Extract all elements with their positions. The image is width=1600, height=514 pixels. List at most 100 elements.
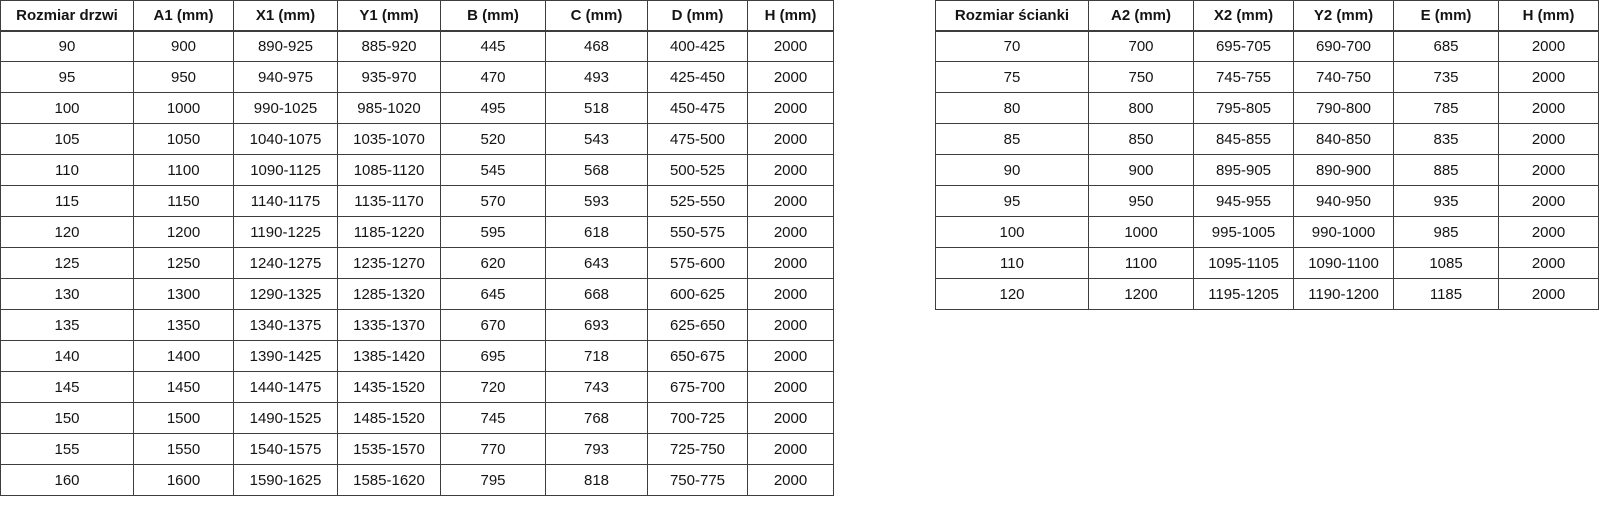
table-cell: 745	[440, 402, 546, 434]
table-cell: 1195-1205	[1193, 278, 1294, 310]
table-cell: 1185	[1393, 278, 1499, 310]
table-cell: 900	[133, 30, 234, 62]
header-cell: A2 (mm)	[1088, 0, 1194, 32]
table-row: 135 1350 1340-1375 1335-1370 670 693 625-650 20…	[0, 309, 834, 341]
table-cell: 575-600	[647, 247, 748, 279]
header-row: Rozmiar drzwi A1 (mm) X1 (mm) Y1 (mm) B (mm)…	[0, 0, 834, 32]
table-cell: 940-950	[1293, 185, 1394, 217]
table-cell: 1285-1320	[337, 278, 441, 310]
header-cell: A1 (mm)	[133, 0, 234, 32]
table-cell: 1085	[1393, 247, 1499, 279]
table-cell: 1450	[133, 371, 234, 403]
table-row: 80 800 795-805 790-800 785 2000	[935, 92, 1599, 124]
table-cell: 115	[0, 185, 134, 217]
table-cell: 743	[545, 371, 648, 403]
table-cell: 735	[1393, 61, 1499, 93]
table-cell: 1540-1575	[233, 433, 338, 465]
table-cell: 950	[1088, 185, 1194, 217]
table-cell: 150	[0, 402, 134, 434]
table-cell: 840-850	[1293, 123, 1394, 155]
table-cell: 700-725	[647, 402, 748, 434]
table-cell: 1035-1070	[337, 123, 441, 155]
table-cell: 2000	[1498, 61, 1599, 93]
table-row: 95 950 945-955 940-950 935 2000	[935, 185, 1599, 217]
table-cell: 668	[545, 278, 648, 310]
table-cell: 890-925	[233, 30, 338, 62]
table-cell: 125	[0, 247, 134, 279]
header-cell: Rozmiar drzwi	[0, 0, 134, 32]
table-cell: 990-1000	[1293, 216, 1394, 248]
table-row: 110 1100 1095-1105 1090-1100 1085 2000	[935, 247, 1599, 279]
table-cell: 593	[545, 185, 648, 217]
table-cell: 745-755	[1193, 61, 1294, 93]
table-cell: 1050	[133, 123, 234, 155]
table-cell: 685	[1393, 30, 1499, 62]
table-cell: 1435-1520	[337, 371, 441, 403]
table-cell: 2000	[1498, 123, 1599, 155]
table-cell: 105	[0, 123, 134, 155]
table-cell: 2000	[1498, 92, 1599, 124]
header-cell: B (mm)	[440, 0, 546, 32]
table-row: 105 1050 1040-1075 1035-1070 520 543 475-500 20…	[0, 123, 834, 155]
table-row: 75 750 745-755 740-750 735 2000	[935, 61, 1599, 93]
table-cell: 790-800	[1293, 92, 1394, 124]
header-cell: E (mm)	[1393, 0, 1499, 32]
header-cell: D (mm)	[647, 0, 748, 32]
table-cell: 130	[0, 278, 134, 310]
table-row: 100 1000 995-1005 990-1000 985 2000	[935, 216, 1599, 248]
table-cell: 1100	[1088, 247, 1194, 279]
table-cell: 1000	[1088, 216, 1194, 248]
table-cell: 2000	[1498, 216, 1599, 248]
table-cell: 470	[440, 61, 546, 93]
table-cell: 695-705	[1193, 30, 1294, 62]
table-cell: 940-975	[233, 61, 338, 93]
table-cell: 1490-1525	[233, 402, 338, 434]
table-cell: 985	[1393, 216, 1499, 248]
table-cell: 795-805	[1193, 92, 1294, 124]
table-cell: 1090-1100	[1293, 247, 1394, 279]
table-cell: 2000	[1498, 278, 1599, 310]
table-cell: 595	[440, 216, 546, 248]
table-cell: 850	[1088, 123, 1194, 155]
table-cell: 1090-1125	[233, 154, 338, 186]
table-cell: 100	[0, 92, 134, 124]
table-cell: 2000	[747, 340, 834, 372]
table-cell: 475-500	[647, 123, 748, 155]
table-cell: 1600	[133, 464, 234, 496]
table-cell: 1350	[133, 309, 234, 341]
table-cell: 550-575	[647, 216, 748, 248]
table-row: 85 850 845-855 840-850 835 2000	[935, 123, 1599, 155]
table-cell: 885	[1393, 154, 1499, 186]
table-row: 125 1250 1240-1275 1235-1270 620 643 575-600 20…	[0, 247, 834, 279]
table-cell: 2000	[747, 433, 834, 465]
table-row: 140 1400 1390-1425 1385-1420 695 718 650-675 20…	[0, 340, 834, 372]
table-cell: 620	[440, 247, 546, 279]
table-cell: 1200	[1088, 278, 1194, 310]
table-cell: 1250	[133, 247, 234, 279]
table-row: 90 900 890-925 885-920 445 468 400-425 2000	[0, 30, 834, 62]
table-cell: 890-900	[1293, 154, 1394, 186]
table-row: 115 1150 1140-1175 1135-1170 570 593 525-550 20…	[0, 185, 834, 217]
table-cell: 2000	[747, 309, 834, 341]
table-cell: 495	[440, 92, 546, 124]
table-cell: 945-955	[1193, 185, 1294, 217]
table-cell: 80	[935, 92, 1089, 124]
header-cell: Y1 (mm)	[337, 0, 441, 32]
table-cell: 140	[0, 340, 134, 372]
table-cell: 618	[545, 216, 648, 248]
table-cell: 160	[0, 464, 134, 496]
table-cell: 543	[545, 123, 648, 155]
table-cell: 100	[935, 216, 1089, 248]
table-cell: 1440-1475	[233, 371, 338, 403]
table-cell: 570	[440, 185, 546, 217]
header-cell: H (mm)	[747, 0, 834, 32]
table-cell: 1190-1225	[233, 216, 338, 248]
table-cell: 750	[1088, 61, 1194, 93]
table-cell: 90	[0, 30, 134, 62]
table-cell: 693	[545, 309, 648, 341]
table-row: 110 1100 1090-1125 1085-1120 545 568 500-525 20…	[0, 154, 834, 186]
table-cell: 845-855	[1193, 123, 1294, 155]
table-cell: 568	[545, 154, 648, 186]
table-cell: 990-1025	[233, 92, 338, 124]
table-cell: 2000	[747, 185, 834, 217]
